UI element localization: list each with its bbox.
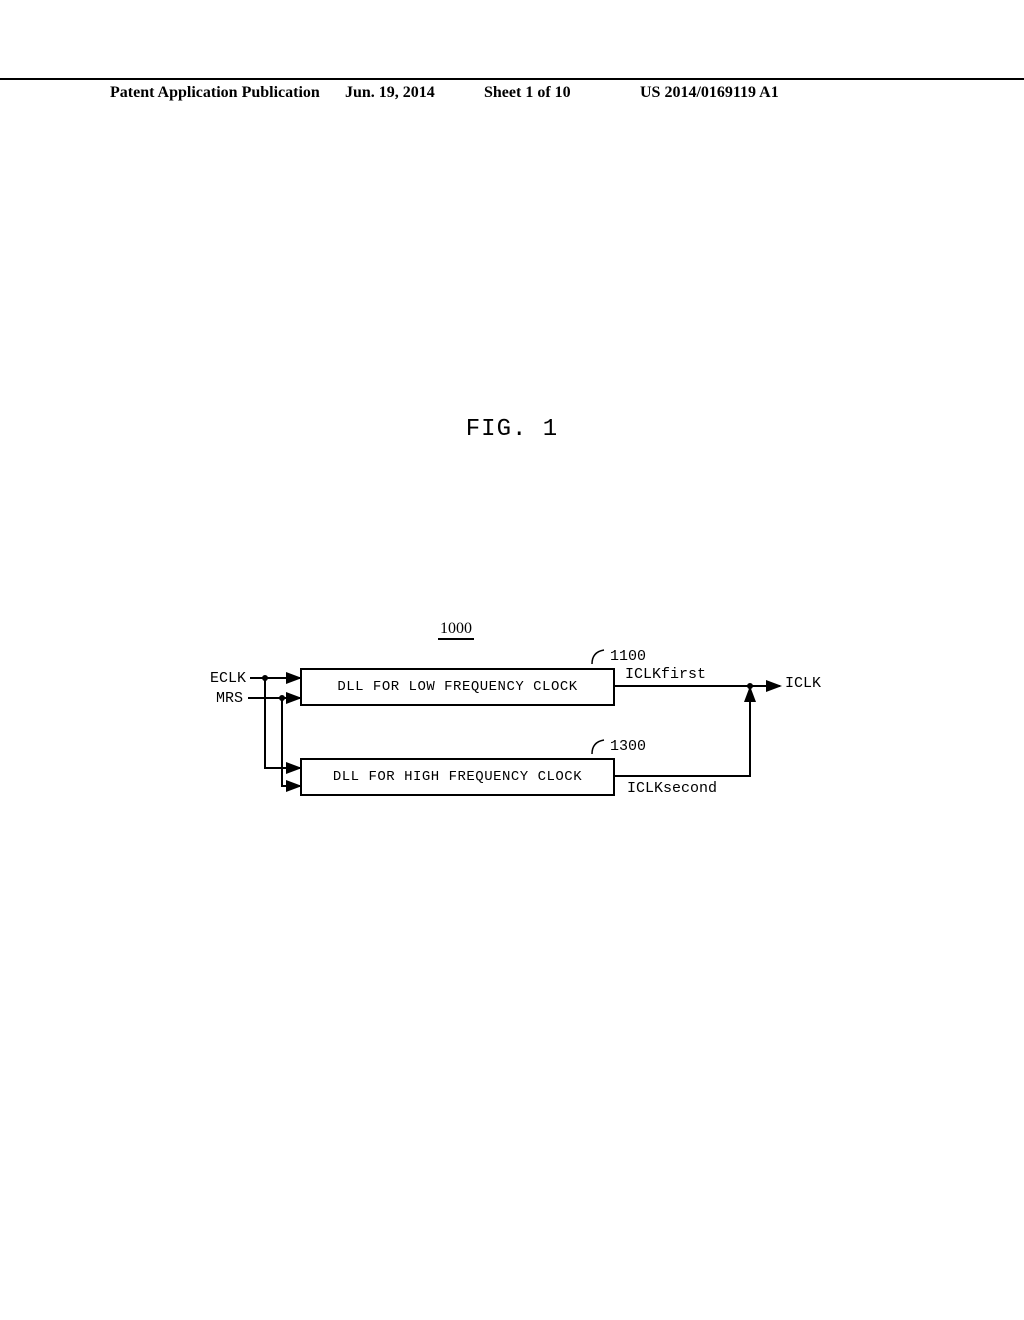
system-ref-label: 1000	[438, 620, 474, 640]
dll-high-freq-block: DLL FOR HIGH FREQUENCY CLOCK	[300, 758, 615, 796]
output-iclkfirst-label: ICLKfirst	[625, 666, 706, 683]
input-eclk-label: ECLK	[210, 670, 246, 687]
page-header: Patent Application Publication Jun. 19, …	[0, 78, 1024, 84]
dll-low-text: DLL FOR LOW FREQUENCY CLOCK	[337, 679, 577, 695]
header-sheet: Sheet 1 of 10	[484, 84, 571, 102]
ref-1300-label: 1300	[590, 738, 646, 756]
block-diagram: 1000 ECLK MRS 1100 1300 ICLKfirst ICLKse…	[0, 620, 1024, 880]
input-mrs-label: MRS	[216, 690, 243, 707]
ref-1100-label: 1100	[590, 648, 646, 666]
figure-title: FIG. 1	[0, 416, 1024, 443]
output-iclksecond-label: ICLKsecond	[627, 780, 717, 797]
diagram-connectors	[0, 620, 1024, 880]
header-pubnum: US 2014/0169119 A1	[640, 84, 779, 102]
output-iclk-label: ICLK	[785, 675, 821, 692]
header-date: Jun. 19, 2014	[345, 84, 435, 102]
dll-high-text: DLL FOR HIGH FREQUENCY CLOCK	[333, 769, 582, 785]
dll-low-freq-block: DLL FOR LOW FREQUENCY CLOCK	[300, 668, 615, 706]
ref-1100-text: 1100	[610, 648, 646, 665]
ref-1300-text: 1300	[610, 738, 646, 755]
header-publication: Patent Application Publication	[110, 84, 320, 102]
